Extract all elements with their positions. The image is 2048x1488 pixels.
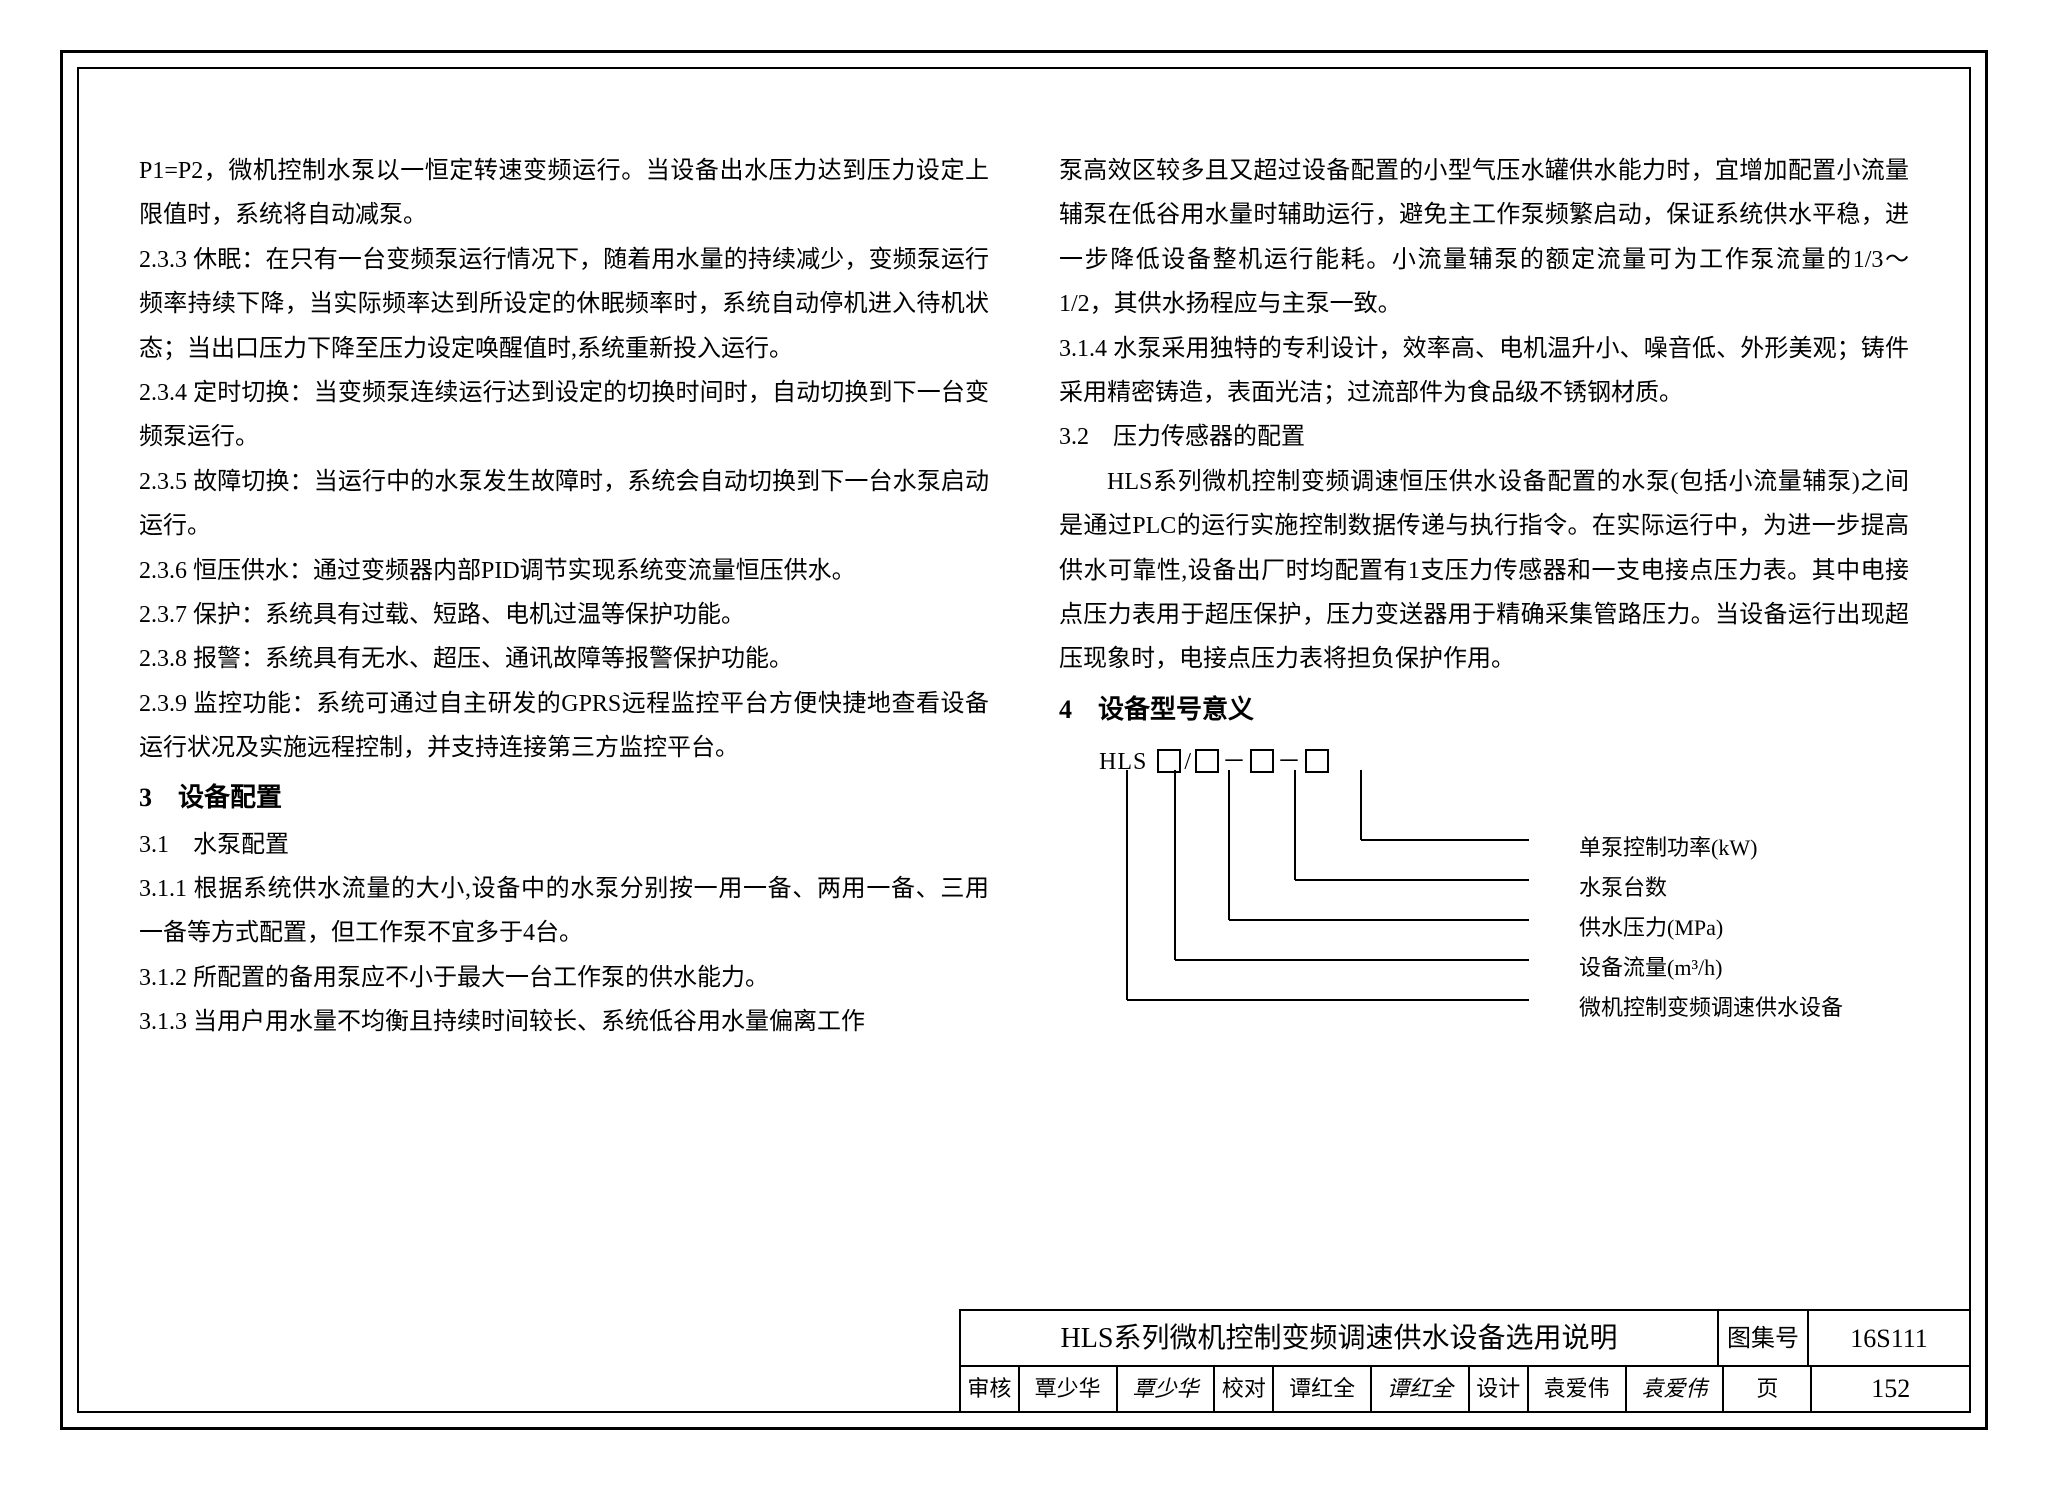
para-2-3-6: 2.3.6 恒压供水：通过变频器内部PID调节实现系统变流量恒压供水。: [139, 549, 989, 593]
section-4: 4 设备型号意义: [1059, 686, 1909, 734]
model-label-5: 微机控制变频调速供水设备: [1579, 988, 1843, 1029]
model-diagram: HLS /－－: [1099, 740, 1909, 1020]
section-3-2: 3.2 压力传感器的配置: [1059, 415, 1909, 459]
content-area: P1=P2，微机控制水泵以一恒定转速变频运行。当设备出水压力达到压力设定上限值时…: [139, 149, 1909, 1261]
outer-frame: P1=P2，微机控制水泵以一恒定转速变频运行。当设备出水压力达到压力设定上限值时…: [60, 50, 1988, 1430]
para-2-3-3: 2.3.3 休眠：在只有一台变频泵运行情况下，随着用水量的持续减少，变频泵运行频…: [139, 238, 989, 371]
title-row-1: HLS系列微机控制变频调速供水设备选用说明 图集号 16S111: [961, 1311, 1969, 1367]
inner-frame: P1=P2，微机控制水泵以一恒定转速变频运行。当设备出水压力达到压力设定上限值时…: [77, 67, 1971, 1413]
para-2-3-9: 2.3.9 监控功能：系统可通过自主研发的GPRS远程监控平台方便快捷地查看设备…: [139, 682, 989, 771]
atlas-label: 图集号: [1719, 1311, 1809, 1365]
para-2-3-7: 2.3.7 保护：系统具有过载、短路、电机过温等保护功能。: [139, 593, 989, 637]
page-value: 152: [1812, 1367, 1969, 1411]
para-3-1-2: 3.1.2 所配置的备用泵应不小于最大一台工作泵的供水能力。: [139, 956, 989, 1000]
model-label-3: 供水压力(MPa): [1579, 908, 1723, 949]
model-label-1: 单泵控制功率(kW): [1579, 828, 1757, 869]
left-column: P1=P2，微机控制水泵以一恒定转速变频运行。当设备出水压力达到压力设定上限值时…: [139, 149, 989, 1261]
para-3-1-4: 3.1.4 水泵采用独特的专利设计，效率高、电机温升小、噪音低、外形美观；铸件采…: [1059, 327, 1909, 416]
page-label: 页: [1724, 1367, 1812, 1411]
para-3-2-body: HLS系列微机控制变频调速恒压供水设备配置的水泵(包括小流量辅泵)之间是通过PL…: [1059, 460, 1909, 682]
校对-name: 谭红全: [1274, 1367, 1372, 1411]
para-cont: 泵高效区较多且又超过设备配置的小型气压水罐供水能力时，宜增加配置小流量辅泵在低谷…: [1059, 149, 1909, 327]
设计-label: 设计: [1470, 1367, 1529, 1411]
审核-label: 审核: [961, 1367, 1020, 1411]
model-label-4: 设备流量(m³/h): [1579, 948, 1722, 989]
设计-name: 袁爱伟: [1529, 1367, 1627, 1411]
para-2-3-8: 2.3.8 报警：系统具有无水、超压、通讯故障等报警保护功能。: [139, 637, 989, 681]
校对-sign: 谭红全: [1372, 1367, 1470, 1411]
para-2-3-5: 2.3.5 故障切换：当运行中的水泵发生故障时，系统会自动切换到下一台水泵启动运…: [139, 460, 989, 549]
para-3-1-1: 3.1.1 根据系统供水流量的大小,设备中的水泵分别按一用一备、两用一备、三用一…: [139, 867, 989, 956]
model-lines-icon: [1099, 770, 1659, 1020]
right-column: 泵高效区较多且又超过设备配置的小型气压水罐供水能力时，宜增加配置小流量辅泵在低谷…: [1059, 149, 1909, 1261]
para-3-1-3: 3.1.3 当用户用水量不均衡且持续时间较长、系统低谷用水量偏离工作: [139, 1000, 989, 1044]
设计-sign: 袁爱伟: [1627, 1367, 1725, 1411]
section-3-1: 3.1 水泵配置: [139, 823, 989, 867]
校对-label: 校对: [1215, 1367, 1274, 1411]
model-label-2: 水泵台数: [1579, 868, 1667, 909]
drawing-title: HLS系列微机控制变频调速供水设备选用说明: [961, 1311, 1719, 1365]
atlas-value: 16S111: [1809, 1311, 1969, 1365]
para-p1: P1=P2，微机控制水泵以一恒定转速变频运行。当设备出水压力达到压力设定上限值时…: [139, 149, 989, 238]
审核-sign: 覃少华: [1118, 1367, 1216, 1411]
title-block: HLS系列微机控制变频调速供水设备选用说明 图集号 16S111 审核 覃少华 …: [959, 1309, 1969, 1411]
para-2-3-4: 2.3.4 定时切换：当变频泵连续运行达到设定的切换时间时，自动切换到下一台变频…: [139, 371, 989, 460]
审核-name: 覃少华: [1020, 1367, 1118, 1411]
title-row-2: 审核 覃少华 覃少华 校对 谭红全 谭红全 设计 袁爱伟 袁爱伟 页 152: [961, 1367, 1969, 1411]
section-3: 3 设备配置: [139, 774, 989, 822]
